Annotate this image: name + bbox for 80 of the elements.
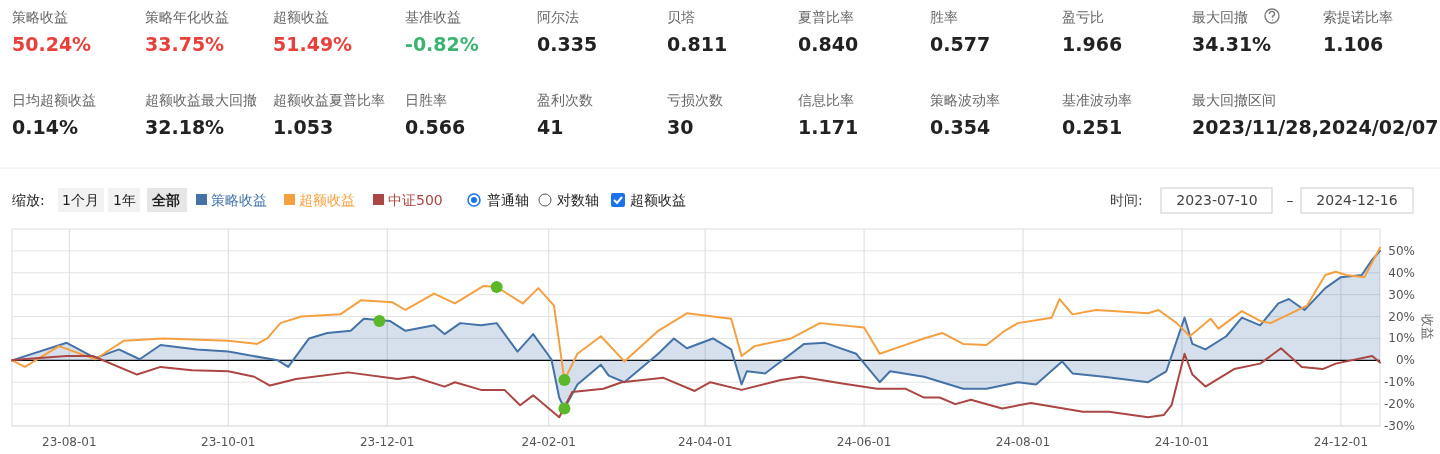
category-label: 胜率 — [930, 9, 958, 25]
text: 33.75% — [145, 33, 225, 55]
y-tick-label: 10% — [1388, 331, 1415, 346]
y-tick-label: 50% — [1388, 243, 1415, 258]
category-label: 策略收益 — [12, 9, 68, 25]
x-tick-label: 24-10-01 — [1154, 435, 1210, 449]
category-label: 策略波动率 — [930, 92, 1000, 108]
text: 1.106 — [1323, 33, 1384, 55]
text: 1年 — [113, 192, 136, 208]
y-tick-label: -10% — [1383, 375, 1415, 390]
category-label: 超额收益最大回撤 — [145, 92, 257, 108]
text: 1个月 — [62, 192, 99, 208]
y-tick-label: -20% — [1383, 397, 1415, 412]
category-label: 日均超额收益 — [12, 92, 96, 108]
y-tick-label: 40% — [1388, 265, 1415, 280]
point — [558, 374, 571, 387]
point — [490, 281, 503, 294]
category-label: 日胜率 — [405, 92, 447, 108]
text: 51.49% — [273, 33, 353, 55]
y-tick-label: 30% — [1388, 287, 1415, 302]
text: 全部 — [151, 192, 180, 208]
text: 32.18% — [145, 116, 225, 138]
category-label: 盈亏比 — [1062, 9, 1104, 25]
text: 2024-12-16 — [1316, 192, 1398, 208]
legend-label: 超额收益 — [299, 192, 355, 208]
line-series — [11, 347, 1381, 419]
y-axis-title: 收益 — [1420, 314, 1435, 340]
text: 30 — [667, 116, 694, 138]
text: 34.31% — [1192, 33, 1272, 55]
text: 普通轴 — [487, 192, 529, 208]
legend-label: 策略收益 — [211, 192, 267, 208]
x-tick-label: 24-08-01 — [995, 435, 1051, 449]
text: 1.966 — [1062, 33, 1123, 55]
legend-label: 中证500 — [388, 192, 443, 208]
category-label: 夏普比率 — [798, 9, 854, 25]
x-tick-label: 23-10-01 — [201, 435, 256, 449]
point — [373, 314, 386, 327]
x-tick-label: 24-12-01 — [1313, 435, 1369, 449]
text: 0.354 — [930, 116, 991, 138]
x-tick-label: 24-02-01 — [521, 435, 577, 449]
text: 0.335 — [537, 33, 598, 55]
category-label: 阿尔法 — [537, 9, 579, 25]
y-tick-label: 20% — [1388, 309, 1415, 324]
text: – — [1286, 192, 1294, 208]
category-label: 盈利次数 — [537, 92, 593, 108]
text: 2023-07-10 — [1176, 192, 1258, 208]
x-tick-label: 23-08-01 — [42, 435, 97, 449]
text: 0.566 — [405, 116, 466, 138]
text: 1.171 — [798, 116, 859, 138]
category-label: 亏损次数 — [667, 92, 723, 108]
text: 超额收益 — [630, 192, 686, 208]
text: 1.053 — [273, 116, 334, 138]
text: 0.811 — [667, 33, 728, 55]
text: 对数轴 — [557, 192, 599, 208]
point — [558, 402, 571, 415]
category-label: 超额收益 — [273, 9, 329, 25]
category-label: 基准收益 — [405, 9, 461, 25]
text: 41 — [537, 116, 564, 138]
text: 0.14% — [12, 116, 78, 138]
category-label: 策略年化收益 — [145, 9, 229, 25]
text: 2023/11/28,2024/02/07 — [1192, 116, 1439, 138]
text: 时间: — [1110, 192, 1143, 208]
category-label: 超额收益夏普比率 — [273, 92, 385, 108]
y-tick-label: 0% — [1395, 353, 1415, 368]
category-label: 索提诺比率 — [1323, 9, 1393, 25]
category-label: 信息比率 — [798, 92, 854, 108]
x-tick-label: 24-04-01 — [677, 435, 733, 449]
text: 0.840 — [798, 33, 859, 55]
x-tick-label: 23-12-01 — [359, 435, 415, 449]
category-label: 贝塔 — [667, 9, 695, 25]
category-label: 基准波动率 — [1062, 92, 1132, 108]
x-tick-label: 24-06-01 — [836, 435, 892, 449]
category-label: 最大回撤区间 — [1192, 92, 1276, 108]
text: 50.24% — [12, 33, 92, 55]
text: 0.577 — [930, 33, 991, 55]
text: -0.82% — [405, 33, 479, 55]
text: 0.251 — [1062, 116, 1123, 138]
text: 缩放: — [12, 192, 45, 208]
y-tick-label: -30% — [1383, 419, 1415, 433]
category-label: 最大回撤 — [1192, 9, 1248, 25]
